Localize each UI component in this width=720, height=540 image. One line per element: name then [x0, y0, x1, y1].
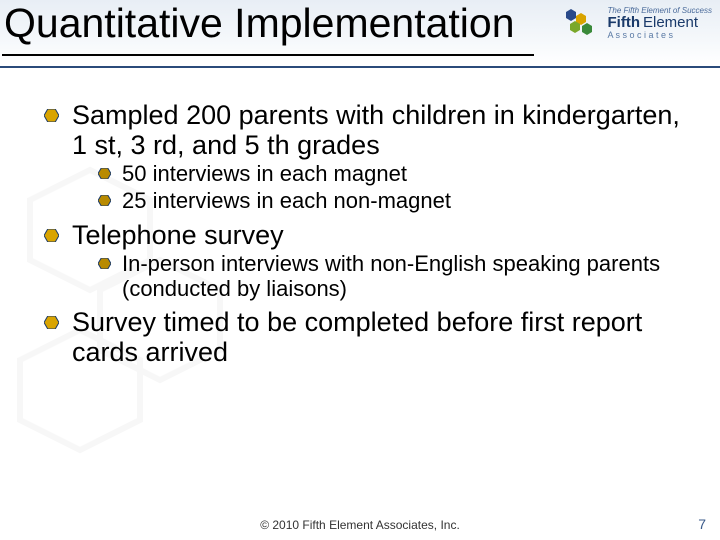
- slide-title: Quantitative Implementation: [4, 0, 515, 47]
- title-underline: [2, 54, 534, 56]
- hex-bullet-icon: [98, 258, 111, 269]
- footer-copyright: © 2010 Fifth Element Associates, Inc.: [0, 518, 720, 532]
- page-number: 7: [698, 516, 706, 532]
- hex-bullet-icon: [98, 195, 111, 206]
- bullet-text: 50 interviews in each magnet: [122, 161, 407, 186]
- list-item: Survey timed to be completed before firs…: [40, 307, 690, 367]
- hex-bullet-icon: [44, 229, 59, 242]
- logo-hex-cluster-icon: [558, 6, 602, 40]
- list-item: Telephone survey In-person interviews wi…: [40, 220, 690, 301]
- hex-bullet-icon: [98, 168, 111, 179]
- logo-word2: Element: [643, 15, 698, 30]
- logo-word1: Fifth: [608, 15, 640, 30]
- slide: Quantitative Implementation The Fifth El…: [0, 0, 720, 540]
- logo-text: The Fifth Element of Success Fifth Eleme…: [608, 7, 713, 40]
- bullet-text: Telephone survey: [72, 220, 284, 250]
- list-item: In-person interviews with non-English sp…: [96, 252, 690, 301]
- company-logo: The Fifth Element of Success Fifth Eleme…: [558, 6, 713, 40]
- bullet-list-level1: Sampled 200 parents with children in kin…: [40, 100, 690, 368]
- bullet-list-level2: In-person interviews with non-English sp…: [96, 252, 690, 301]
- content-area: Sampled 200 parents with children in kin…: [40, 100, 690, 374]
- hex-bullet-icon: [44, 316, 59, 329]
- hex-bullet-icon: [44, 109, 59, 122]
- bullet-text: 25 interviews in each non-magnet: [122, 188, 451, 213]
- bullet-text: Survey timed to be completed before firs…: [72, 307, 642, 367]
- bullet-text: Sampled 200 parents with children in kin…: [72, 100, 680, 160]
- bullet-text: In-person interviews with non-English sp…: [122, 251, 660, 301]
- list-item: 25 interviews in each non-magnet: [96, 189, 690, 214]
- bullet-list-level2: 50 interviews in each magnet 25 intervie…: [96, 162, 690, 213]
- list-item: Sampled 200 parents with children in kin…: [40, 100, 690, 214]
- list-item: 50 interviews in each magnet: [96, 162, 690, 187]
- logo-sub: A s s o c i a t e s: [608, 31, 713, 40]
